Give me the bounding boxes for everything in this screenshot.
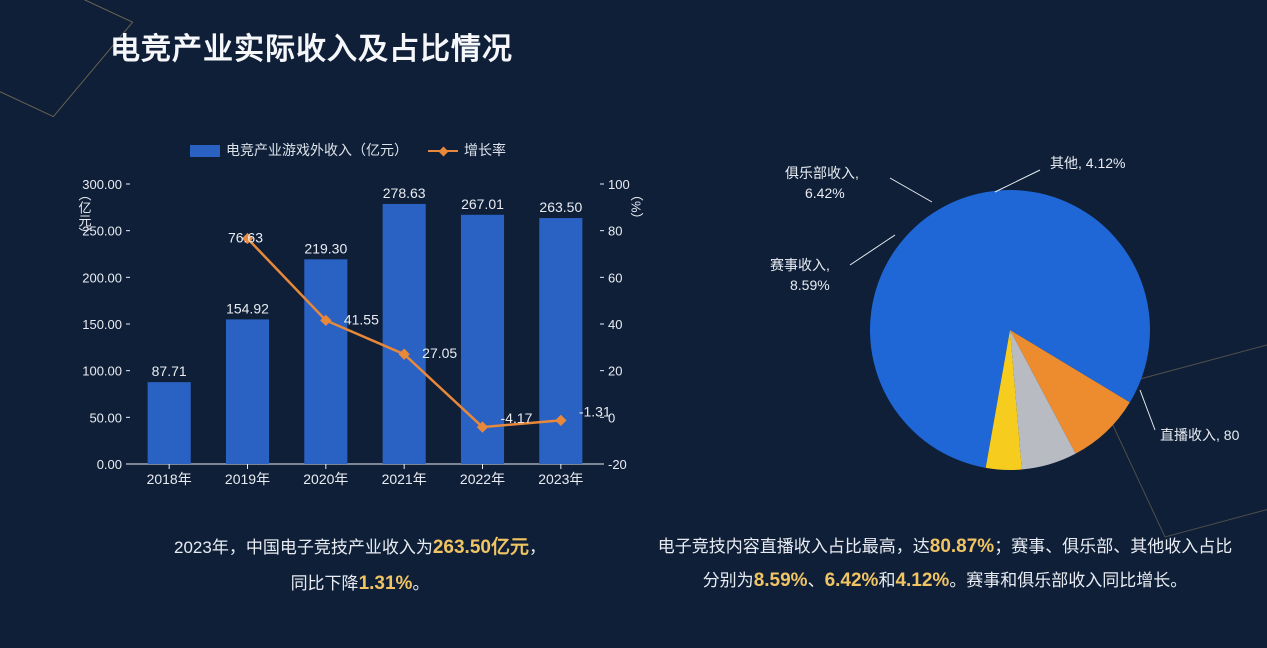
svg-text:2021年: 2021年 xyxy=(382,471,427,487)
svg-text:2022年: 2022年 xyxy=(460,471,505,487)
svg-text:41.55: 41.55 xyxy=(344,311,379,327)
svg-text:-4.17: -4.17 xyxy=(501,410,533,426)
svg-text:76.63: 76.63 xyxy=(228,230,263,246)
svg-text:赛事收入,: 赛事收入, xyxy=(770,257,830,273)
svg-text:100: 100 xyxy=(608,177,630,192)
svg-text:-1.31: -1.31 xyxy=(579,403,611,419)
svg-text:100.00: 100.00 xyxy=(82,364,122,379)
caption-left: 2023年，中国电子竞技产业收入为263.50亿元， 同比下降1.31%。 xyxy=(100,530,620,602)
legend-bar: 电竞产业游戏外收入（亿元） xyxy=(190,140,408,160)
svg-text:其他, 4.12%: 其他, 4.12% xyxy=(1050,155,1125,171)
svg-text:直播收入, 80.87%: 直播收入, 80.87% xyxy=(1160,427,1240,443)
barline-svg: （亿元）（%）0.0050.00100.00150.00200.00250.00… xyxy=(70,164,650,504)
svg-text:27.05: 27.05 xyxy=(422,345,457,361)
pie-svg: 直播收入, 80.87% 赛事收入, 8.59% 俱乐部收入, 6.42% 其他, 4.1… xyxy=(740,130,1240,510)
svg-text:250.00: 250.00 xyxy=(82,224,122,239)
chart-legend: 电竞产业游戏外收入（亿元） 增长率 xyxy=(190,140,506,160)
svg-text:60: 60 xyxy=(608,270,622,285)
svg-text:6.42%: 6.42% xyxy=(805,185,845,201)
svg-text:87.71: 87.71 xyxy=(152,363,187,379)
svg-text:20: 20 xyxy=(608,364,622,379)
revenue-share-pie-chart: 直播收入, 80.87% 赛事收入, 8.59% 俱乐部收入, 6.42% 其他, 4.1… xyxy=(740,130,1240,510)
svg-text:8.59%: 8.59% xyxy=(790,277,830,293)
svg-text:2020年: 2020年 xyxy=(303,471,348,487)
svg-text:154.92: 154.92 xyxy=(226,300,269,316)
svg-text:80: 80 xyxy=(608,224,622,239)
svg-text:200.00: 200.00 xyxy=(82,270,122,285)
svg-text:-20: -20 xyxy=(608,457,627,472)
svg-text:263.50: 263.50 xyxy=(539,199,582,215)
svg-text:2019年: 2019年 xyxy=(225,471,270,487)
legend-line: 增长率 xyxy=(428,140,506,160)
svg-text:150.00: 150.00 xyxy=(82,317,122,332)
svg-text:（%）: （%） xyxy=(629,188,644,226)
svg-text:278.63: 278.63 xyxy=(383,185,426,201)
svg-text:40: 40 xyxy=(608,317,622,332)
svg-text:50.00: 50.00 xyxy=(89,410,122,425)
revenue-bar-line-chart: 电竞产业游戏外收入（亿元） 增长率 （亿元）（%）0.0050.00100.00… xyxy=(70,140,650,500)
svg-text:219.30: 219.30 xyxy=(304,240,347,256)
svg-text:俱乐部收入,: 俱乐部收入, xyxy=(785,165,859,181)
caption-right: 电子竞技内容直播收入占比最高，达80.87%；赛事、俱乐部、其他收入占比分别为8… xyxy=(650,530,1240,598)
svg-text:0.00: 0.00 xyxy=(97,457,122,472)
svg-text:267.01: 267.01 xyxy=(461,196,504,212)
svg-text:2023年: 2023年 xyxy=(538,471,583,487)
page-title: 电竞产业实际收入及占比情况 xyxy=(110,24,513,68)
svg-text:2018年: 2018年 xyxy=(147,471,192,487)
svg-text:300.00: 300.00 xyxy=(82,177,122,192)
